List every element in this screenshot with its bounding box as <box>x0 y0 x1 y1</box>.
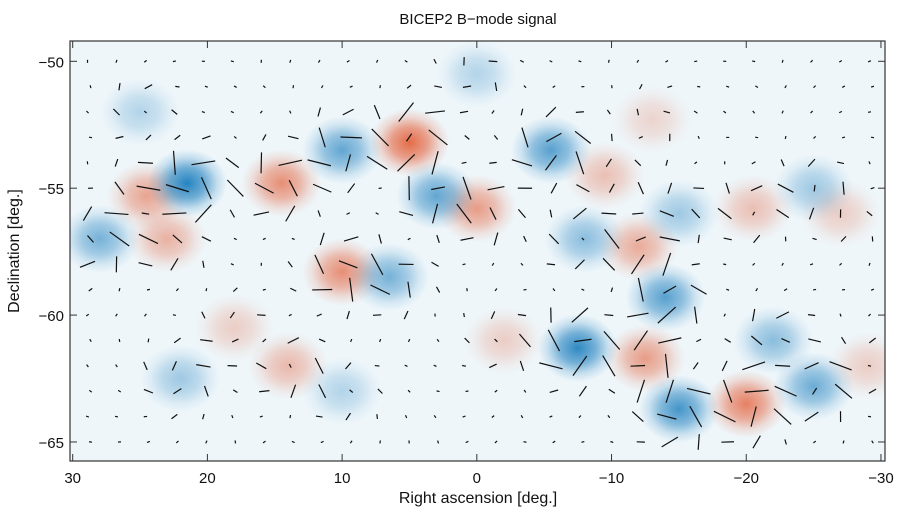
polarization-vector <box>523 442 526 443</box>
polarization-vector <box>604 315 613 316</box>
heatmap-blob <box>396 162 476 230</box>
polarization-vector <box>466 391 469 392</box>
polarization-vector <box>90 85 91 88</box>
polarization-vector <box>375 366 380 367</box>
polarization-vector <box>173 315 176 316</box>
polarization-vector <box>290 60 291 63</box>
heatmap-blob <box>100 78 180 146</box>
polarization-vector <box>752 61 755 62</box>
heatmap-blob <box>349 243 429 311</box>
polarization-vector <box>694 61 697 62</box>
y-tick-label: −55 <box>39 181 64 198</box>
y-axis-label: Declination [deg.] <box>6 189 23 313</box>
polarization-vector <box>257 315 265 316</box>
y-tick-label: −65 <box>39 435 64 452</box>
polarization-vector <box>842 137 845 138</box>
chart-title: BICEP2 B−mode signal <box>399 11 556 28</box>
polarization-vector <box>263 289 266 290</box>
heatmap-blob <box>147 149 227 217</box>
polarization-vector <box>868 366 871 367</box>
polarization-vector <box>206 288 207 291</box>
polarization-vector <box>868 416 871 417</box>
heatmap-blob <box>612 86 692 154</box>
polarization-vector <box>609 60 610 63</box>
polarization-vector <box>489 61 498 62</box>
heatmap-blob <box>302 116 382 184</box>
polarization-vector <box>869 263 870 266</box>
heatmap-blob <box>60 205 140 273</box>
x-tick-label: −20 <box>734 470 759 487</box>
polarization-vector <box>138 162 153 163</box>
heatmap-blob <box>464 306 544 374</box>
polarization-vector <box>148 339 149 343</box>
polarization-vector <box>581 442 584 443</box>
polarization-vector <box>147 289 150 290</box>
polarization-vector <box>601 213 616 214</box>
polarization-vector <box>290 415 291 418</box>
polarization-vector <box>340 137 361 138</box>
polarization-vector <box>462 366 466 367</box>
polarization-vector <box>175 86 179 87</box>
polarization-vector <box>119 288 120 291</box>
polarization-vector <box>438 441 439 444</box>
x-tick-label: −30 <box>868 470 893 487</box>
polarization-vector <box>464 313 465 317</box>
polarization-vector <box>693 188 704 189</box>
x-tick-label: −10 <box>599 470 624 487</box>
heatmap-blob <box>733 306 813 374</box>
polarization-vector <box>814 185 815 192</box>
heatmap-blob <box>194 294 274 362</box>
polarization-vector <box>782 60 783 63</box>
y-tick-label: −60 <box>39 308 64 325</box>
polarization-vector <box>871 137 874 138</box>
polarization-vector <box>631 365 646 366</box>
heatmap-blob <box>511 116 591 184</box>
x-tick-label: 30 <box>64 470 81 487</box>
polarization-vector <box>871 86 874 87</box>
x-tick-label: 0 <box>473 470 481 487</box>
polarization-vector <box>612 134 613 141</box>
heatmap-blob <box>625 263 705 331</box>
polarization-vector <box>463 264 466 265</box>
polarization-vector <box>785 136 786 139</box>
x-tick-label: 20 <box>199 470 216 487</box>
polarization-vector <box>380 440 381 443</box>
heatmap-blob <box>639 180 719 248</box>
polarization-vector <box>119 339 120 342</box>
heatmap-blob <box>140 345 220 413</box>
polarization-vector <box>755 137 758 138</box>
polarization-vector <box>380 85 381 88</box>
heatmap-blob <box>302 357 382 425</box>
y-tick-label: −50 <box>39 54 64 71</box>
polarization-vector <box>723 264 726 265</box>
polarization-vector <box>377 414 378 419</box>
heatmap-blob <box>437 40 517 108</box>
polarization-vector <box>843 441 844 444</box>
x-axis-label: Right ascension [deg.] <box>399 490 557 507</box>
polarization-vector <box>576 112 584 113</box>
polarization-vector <box>231 61 234 62</box>
polarization-vector <box>373 315 381 316</box>
polarization-vector <box>115 416 118 417</box>
polarization-vector <box>868 112 871 113</box>
polarization-vector <box>89 137 92 138</box>
polarization-vector <box>173 61 176 62</box>
polarization-vector <box>437 391 440 392</box>
heatmap-blob <box>639 375 719 443</box>
heatmap-blob <box>538 314 618 382</box>
x-tick-label: 10 <box>334 470 351 487</box>
